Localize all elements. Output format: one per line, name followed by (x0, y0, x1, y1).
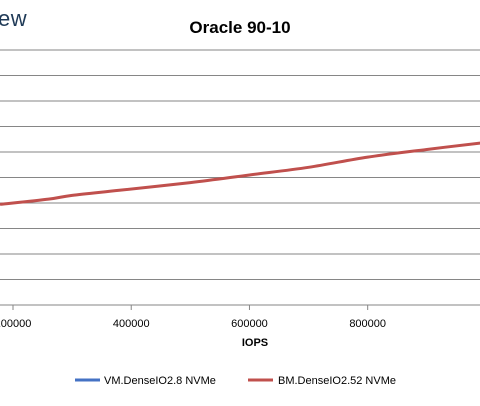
legend-label: VM.DenseIO2.8 NVMe (104, 375, 216, 387)
x-axis-label: IOPS (242, 337, 268, 349)
x-tick-labels: 200000 400000 600000 800000 (0, 305, 386, 330)
x-tick-label: 800000 (349, 318, 386, 330)
chart-title: Oracle 90-10 (189, 18, 290, 37)
legend: VM.DenseIO2.8 NVMe BM.DenseIO2.52 NVMe (75, 375, 396, 387)
series-line (0, 141, 480, 206)
x-tick-label: 400000 (113, 318, 150, 330)
brand-logo-text: ew (0, 6, 28, 31)
series-lines (0, 141, 480, 206)
legend-label: BM.DenseIO2.52 NVMe (278, 375, 396, 387)
x-tick-label: 600000 (231, 318, 268, 330)
gridlines (0, 49, 480, 280)
x-tick-label: 200000 (0, 318, 31, 330)
